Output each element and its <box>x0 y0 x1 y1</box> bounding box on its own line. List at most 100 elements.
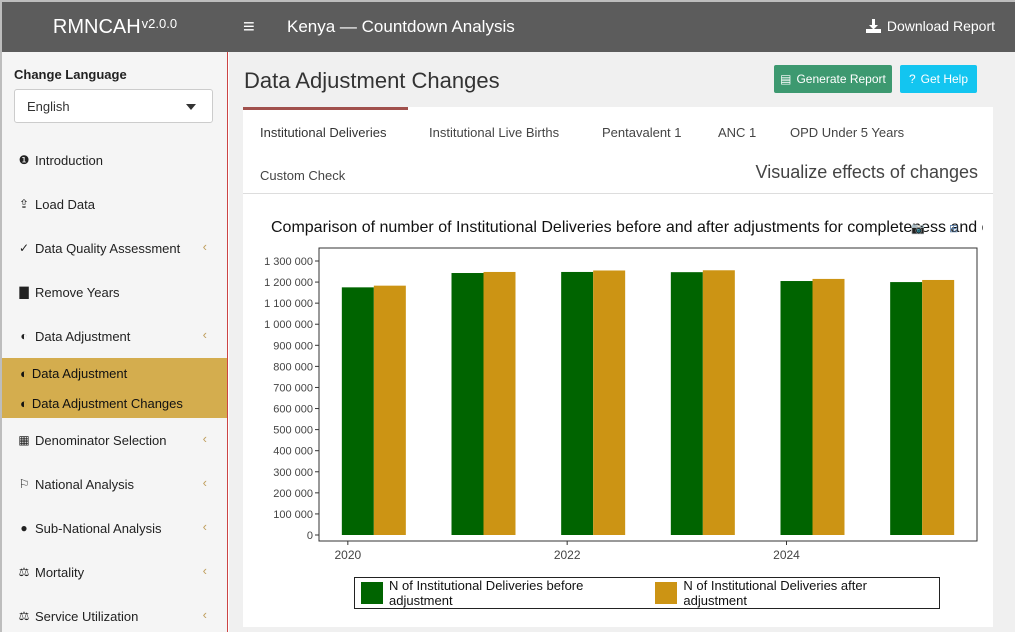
tab-pentavalent-1[interactable]: Pentavalent 1 <box>602 125 682 140</box>
sidebar-subitem-data-adjustment[interactable]: ◐ Data Adjustment <box>2 358 227 388</box>
adjust-icon: ◐ <box>20 365 28 381</box>
bar-after <box>483 271 516 535</box>
bar-after <box>702 270 735 535</box>
bar-after <box>373 285 406 535</box>
sidebar: Change Language English ❶ Introduction ⇪… <box>2 52 228 632</box>
bar-after <box>593 270 626 535</box>
chevron-left-icon: ‹ <box>202 563 207 578</box>
get-help-button[interactable]: ? Get Help <box>900 65 977 93</box>
bar-before <box>451 273 484 535</box>
file-icon: ▤ <box>780 72 792 86</box>
sidebar-item-label: National Analysis <box>35 476 134 492</box>
language-selected-value: English <box>27 99 70 114</box>
y-tick-label: 700 000 <box>273 382 313 394</box>
chart-title: Comparison of number of Institutional De… <box>271 219 983 236</box>
download-report-label: Download Report <box>886 18 995 34</box>
bar-before <box>780 281 813 535</box>
legend-swatch <box>361 582 383 604</box>
bar-before <box>890 282 923 535</box>
generate-report-button[interactable]: ▤ Generate Report <box>774 65 892 93</box>
sidebar-item-label: Load Data <box>35 196 95 212</box>
sidebar-item-national-analysis[interactable]: ⚐ National Analysis ‹ <box>2 469 227 499</box>
hamburger-menu-icon[interactable]: ≡ <box>243 16 255 38</box>
y-tick-label: 800 000 <box>273 361 313 373</box>
sidebar-item-data-adjustment[interactable]: ◐ Data Adjustment ‹ <box>2 321 227 351</box>
tab-opd-under-5[interactable]: OPD Under 5 Years <box>790 125 905 140</box>
sidebar-item-mortality[interactable]: ⚖ Mortality ‹ <box>2 557 227 587</box>
chevron-left-icon: ‹ <box>202 327 207 342</box>
page-title: Data Adjustment Changes <box>244 68 500 93</box>
language-select[interactable]: English <box>14 89 213 123</box>
sidebar-subitem-label: Data Adjustment <box>31 365 128 381</box>
bar-before <box>341 287 374 535</box>
y-tick-label: 1 100 000 <box>264 298 313 310</box>
bar-after <box>922 279 955 535</box>
app-title: Kenya — Countdown Analysis <box>287 17 515 36</box>
tab-institutional-deliveries[interactable]: Institutional Deliveries <box>260 125 387 140</box>
y-tick-label: 100 000 <box>273 509 313 521</box>
check-circle-icon: ✓ <box>18 241 30 255</box>
bar-after <box>812 278 845 535</box>
legend-entry[interactable]: N of Institutional Deliveries before adj… <box>361 578 650 608</box>
sidebar-item-label: Service Utilization <box>35 608 139 624</box>
active-tab-accent <box>243 107 408 110</box>
generate-report-label: Generate Report <box>796 72 886 86</box>
x-tick-label: 2022 <box>554 548 581 562</box>
zoom-icon[interactable]: ⊞ <box>949 223 959 235</box>
sidebar-item-denominator-selection[interactable]: ▦ Denominator Selection ‹ <box>2 425 227 455</box>
sidebar-item-label: Remove Years <box>35 284 120 300</box>
app-version: v2.0.0 <box>141 15 178 31</box>
legend-swatch <box>655 582 678 604</box>
sidebar-item-load-data[interactable]: ⇪ Load Data <box>2 189 227 219</box>
tab-anc-1[interactable]: ANC 1 <box>718 125 757 140</box>
sidebar-item-service-utilization[interactable]: ⚖ Service Utilization ‹ <box>2 601 227 631</box>
legend-label: N of Institutional Deliveries before adj… <box>388 578 584 608</box>
chevron-left-icon: ‹ <box>202 519 207 534</box>
sidebar-subitem-data-adjustment-changes[interactable]: ◐ Data Adjustment Changes <box>2 388 227 418</box>
upload-icon: ⇪ <box>18 197 30 211</box>
visualize-title: Visualize effects of changes <box>755 162 978 182</box>
download-icon <box>865 19 881 33</box>
tabs-divider <box>243 193 993 194</box>
sidebar-item-label: Mortality <box>35 564 85 580</box>
app-logo[interactable]: RMNCAH v2.0.0 <box>2 2 228 52</box>
sidebar-item-remove-years[interactable]: ▇ Remove Years <box>2 277 227 307</box>
top-navbar: RMNCAH v2.0.0 ≡ Kenya — Countdown Analysi… <box>2 2 1015 52</box>
calculator-icon: ▦ <box>18 433 30 447</box>
y-tick-label: 200 000 <box>273 488 313 500</box>
language-label: Change Language <box>14 67 127 82</box>
y-tick-label: 500 000 <box>273 425 313 437</box>
y-tick-label: 600 000 <box>273 404 313 416</box>
caret-down-icon <box>186 104 196 110</box>
sidebar-item-data-quality[interactable]: ✓ Data Quality Assessment ‹ <box>2 233 227 263</box>
sidebar-item-label: Denominator Selection <box>35 432 167 448</box>
tab-custom-check[interactable]: Custom Check <box>260 168 346 183</box>
sidebar-submenu: ◐ Data Adjustment ◐ Data Adjustment Chan… <box>2 358 227 418</box>
x-tick-label: 2024 <box>773 548 800 562</box>
legend-entry[interactable]: N of Institutional Deliveries after adju… <box>655 578 934 608</box>
app-name: RMNCAH <box>52 15 141 38</box>
trash-icon: ▇ <box>19 285 29 299</box>
camera-icon[interactable]: 📷 <box>911 223 925 235</box>
y-tick-label: 900 000 <box>273 340 313 352</box>
legend-label: N of Institutional Deliveries after adju… <box>683 578 867 608</box>
globe-icon: ● <box>20 521 28 535</box>
sidebar-item-introduction[interactable]: ❶ Introduction <box>2 145 227 175</box>
main-content: Data Adjustment Changes ▤ Generate Repor… <box>229 52 1015 632</box>
bar-before <box>670 272 703 535</box>
sidebar-item-label: Introduction <box>35 152 103 168</box>
scale-icon: ⚖ <box>18 609 30 623</box>
y-tick-label: 1 200 000 <box>264 277 313 289</box>
x-tick-label: 2020 <box>334 548 361 562</box>
y-tick-label: 1 000 000 <box>264 319 313 331</box>
sidebar-item-label: Data Adjustment <box>35 328 131 344</box>
tab-institutional-live-births[interactable]: Institutional Live Births <box>429 125 560 140</box>
download-report-button[interactable]: Download Report <box>865 18 995 34</box>
adjust-icon: ◐ <box>20 395 28 411</box>
flag-icon: ⚐ <box>18 477 30 491</box>
y-tick-label: 0 <box>307 530 313 542</box>
sidebar-item-subnational-analysis[interactable]: ● Sub-National Analysis ‹ <box>2 513 227 543</box>
info-icon: ❶ <box>18 153 30 167</box>
chevron-left-icon: ‹ <box>202 431 207 446</box>
